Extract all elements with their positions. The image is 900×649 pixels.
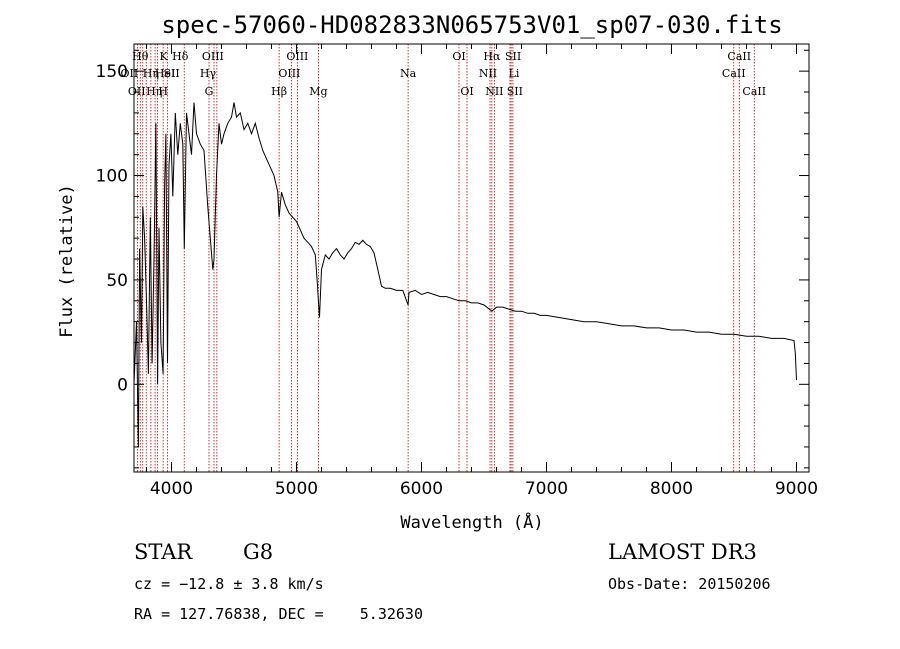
spectral-line-label: OIII bbox=[278, 67, 300, 80]
spectral-line-label: OI bbox=[452, 50, 465, 63]
redshift-text: cz = −12.8 ± 3.8 km/s bbox=[134, 575, 324, 593]
x-tick-label: 9000 bbox=[775, 479, 818, 499]
spectral-line-label: Hγ bbox=[200, 67, 217, 80]
spectral-line-label: OIII bbox=[202, 50, 224, 63]
x-tick-label: 8000 bbox=[650, 479, 693, 499]
spectral-line-label: Hα bbox=[483, 50, 501, 63]
spectral-line-label: HeI bbox=[155, 67, 175, 80]
y-tick-label: 150 bbox=[96, 62, 128, 82]
y-tick-label: 0 bbox=[117, 375, 128, 395]
x-tick-label: 4000 bbox=[150, 479, 193, 499]
spectral-line-label: OII bbox=[128, 85, 146, 98]
spectral-line-label: Mg bbox=[309, 85, 327, 98]
spectral-line-label: Hη bbox=[143, 67, 159, 80]
spectral-line-label: NII bbox=[479, 67, 497, 80]
spectral-line-label: Hθ bbox=[132, 50, 149, 63]
spectral-line-label: OIII bbox=[286, 50, 308, 63]
spectral-line-label: CaII bbox=[727, 50, 751, 63]
spectrum-series-line bbox=[133, 102, 797, 447]
spectral-line-label: SII bbox=[507, 85, 523, 98]
object-class: STAR bbox=[134, 540, 193, 564]
y-axis: 0 50 100 150 bbox=[96, 49, 809, 469]
y-axis-label: Flux (relative) bbox=[57, 184, 77, 338]
y-tick-label: 100 bbox=[96, 167, 128, 187]
spectral-line-label: G bbox=[205, 85, 214, 98]
y-tick-label: 50 bbox=[106, 271, 128, 291]
spectral-line-label: NII bbox=[485, 85, 503, 98]
spectral-line-label: K bbox=[160, 50, 169, 63]
spectral-line-markers bbox=[136, 44, 755, 472]
x-tick-label: 5000 bbox=[275, 479, 318, 499]
chart-title: spec-57060-HD082833N065753V01_sp07-030.f… bbox=[161, 11, 782, 39]
survey-name: LAMOST DR3 bbox=[608, 540, 757, 564]
x-tick-label: 7000 bbox=[525, 479, 568, 499]
spectral-line-label: SII bbox=[505, 50, 521, 63]
spectral-line-label: Na bbox=[400, 67, 417, 80]
spectral-line-label: CaII bbox=[742, 85, 766, 98]
spectral-subclass: G8 bbox=[243, 540, 273, 564]
spectral-line-label: Hδ bbox=[172, 50, 189, 63]
x-axis-label: Wavelength (Å) bbox=[400, 511, 543, 533]
spectral-line-label: Li bbox=[509, 67, 520, 80]
spectral-line-label: H bbox=[158, 85, 168, 98]
x-axis: 4000 5000 6000 7000 8000 9000 bbox=[146, 44, 818, 499]
spectral-line-label: OI bbox=[460, 85, 473, 98]
spectral-line-label: CaII bbox=[722, 67, 746, 80]
observation-date: Obs-Date: 20150206 bbox=[608, 575, 771, 593]
spectral-line-label: Hβ bbox=[271, 85, 287, 98]
coordinates-text: RA = 127.76838, DEC = 5.32630 bbox=[134, 605, 423, 623]
spectral-line-label: Hη bbox=[146, 85, 162, 98]
x-tick-label: 6000 bbox=[400, 479, 443, 499]
spectral-line-label: SII bbox=[164, 67, 180, 80]
